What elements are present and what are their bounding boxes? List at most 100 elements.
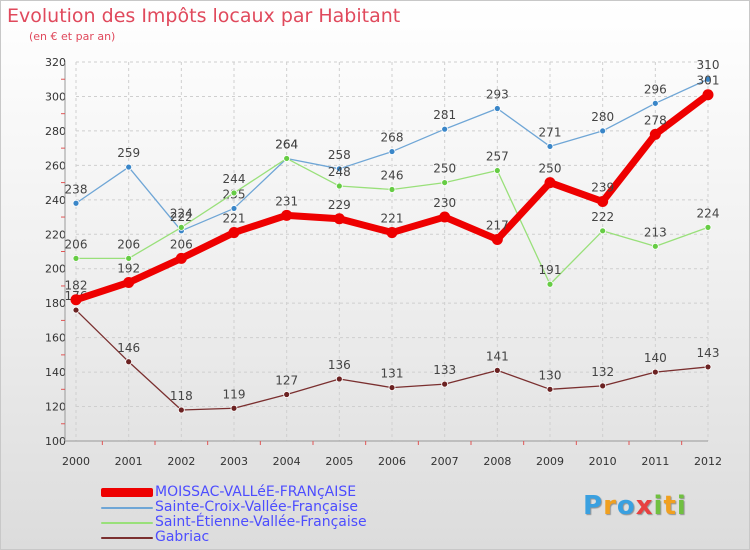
data-point [704, 75, 712, 83]
data-label: 222 [170, 210, 193, 224]
x-tick-label: 2003 [220, 455, 248, 468]
data-point [544, 177, 556, 189]
y-tick-label: 140 [45, 366, 66, 379]
data-label: 301 [697, 74, 720, 88]
data-label: 221 [223, 212, 246, 226]
data-label: 192 [117, 262, 140, 276]
data-label: 213 [644, 225, 667, 239]
data-label: 143 [697, 346, 720, 360]
data-point [649, 128, 661, 140]
y-tick-label: 300 [45, 90, 66, 103]
data-point [228, 227, 240, 239]
data-label: 238 [65, 182, 88, 196]
data-label: 257 [486, 150, 509, 164]
y-tick-label: 280 [45, 125, 66, 138]
data-label: 264 [275, 137, 298, 151]
data-point [651, 368, 659, 376]
y-tick-label: 220 [45, 228, 66, 241]
data-point [125, 163, 133, 171]
chart-subtitle: (en € et par an) [29, 30, 116, 43]
data-point [493, 366, 501, 374]
data-label: 310 [697, 58, 720, 72]
data-point [599, 227, 607, 235]
x-tick-label: 2011 [641, 455, 669, 468]
logo-letter: x [635, 491, 654, 521]
data-label: 278 [644, 113, 667, 127]
data-label: 258 [328, 148, 351, 162]
logo-letter: r [603, 491, 617, 521]
data-label: 217 [486, 218, 509, 232]
data-point [335, 182, 343, 190]
x-tick-label: 2006 [378, 455, 406, 468]
data-point [702, 89, 714, 101]
logo-letter: o [616, 491, 636, 521]
data-point [441, 179, 449, 186]
data-point [335, 165, 343, 173]
data-point [125, 358, 133, 366]
legend-swatch [101, 537, 153, 539]
data-label: 127 [275, 373, 298, 387]
data-label: 246 [381, 168, 404, 182]
data-point [335, 375, 343, 383]
data-label: 296 [644, 82, 667, 96]
data-point [388, 186, 396, 193]
data-label: 191 [539, 263, 562, 277]
data-point [230, 189, 238, 197]
data-point [546, 280, 554, 288]
data-label: 206 [65, 237, 88, 251]
data-point [177, 406, 185, 414]
data-point [491, 233, 503, 245]
data-label: 259 [117, 146, 140, 160]
data-label: 271 [539, 125, 562, 139]
legend-swatch [101, 507, 153, 509]
logo-letter: i [653, 491, 664, 521]
data-point [599, 382, 607, 390]
y-tick-label: 320 [45, 56, 66, 69]
proxiti-logo: Proxiti [583, 491, 687, 521]
data-label: 221 [381, 212, 404, 226]
data-label: 250 [433, 162, 456, 176]
y-tick-label: 120 [45, 401, 66, 414]
legend-label: MOISSAC-VALLéE-FRANçAISE [155, 484, 357, 500]
data-label: 239 [591, 181, 614, 195]
data-label: 224 [697, 206, 720, 220]
logo-letter: i [676, 491, 687, 521]
data-point [704, 363, 712, 371]
logo-letter: P [583, 491, 604, 521]
data-point [230, 205, 238, 212]
x-tick-label: 2008 [483, 455, 511, 468]
y-tick-label: 240 [45, 194, 66, 207]
data-point [72, 254, 80, 262]
legend-label: Sainte-Croix-Vallée-Française [155, 499, 359, 515]
data-label: 229 [328, 198, 351, 212]
x-tick-label: 2009 [536, 455, 564, 468]
legend-label: Gabriac [155, 529, 210, 545]
data-point [175, 252, 187, 264]
data-point [546, 385, 554, 393]
data-point [546, 143, 554, 150]
data-point [125, 254, 133, 262]
data-point [123, 277, 135, 289]
x-tick-label: 2000 [62, 455, 90, 468]
data-label: 280 [591, 110, 614, 124]
y-tick-label: 260 [45, 159, 66, 172]
data-point [333, 213, 345, 225]
x-tick-label: 2002 [167, 455, 195, 468]
data-point [704, 223, 712, 231]
x-tick-label: 2012 [694, 455, 722, 468]
data-label: 293 [486, 88, 509, 102]
legend-swatch [101, 488, 153, 497]
data-point [651, 242, 659, 250]
data-point [72, 306, 80, 314]
legend-swatch [101, 522, 153, 524]
data-label: 268 [381, 131, 404, 145]
data-point [283, 391, 291, 398]
data-point [441, 380, 449, 388]
x-tick-label: 2001 [115, 455, 143, 468]
logo-letter: t [663, 491, 677, 521]
data-point [441, 125, 449, 133]
chart-title: Evolution des Impôts locaux par Habitant [7, 5, 401, 27]
x-tick-label: 2010 [589, 455, 617, 468]
